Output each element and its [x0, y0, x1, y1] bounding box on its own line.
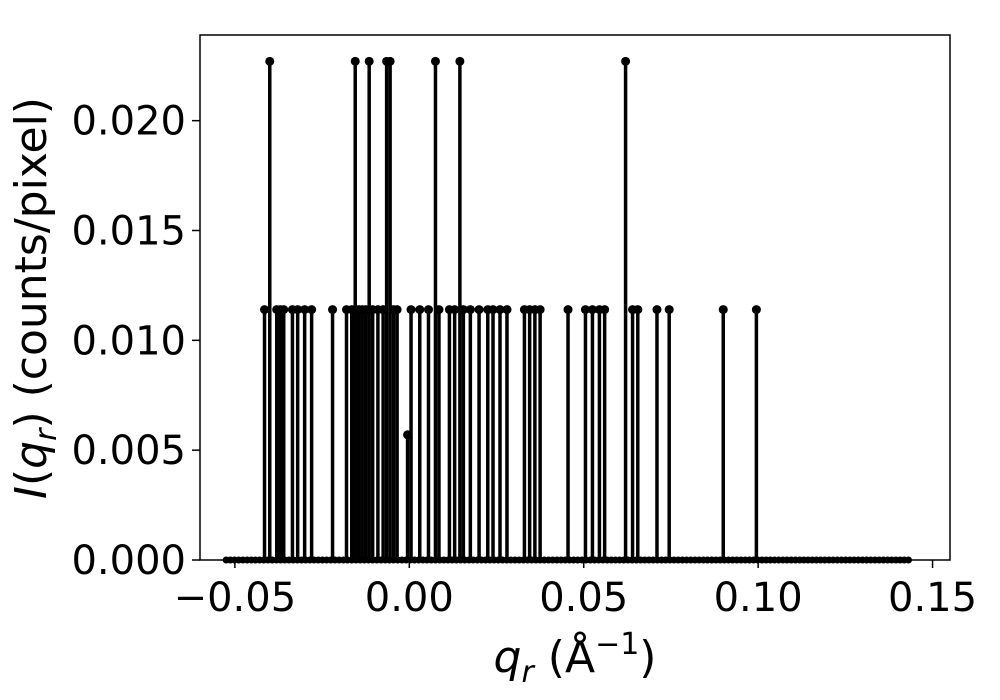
peak-point [423, 305, 433, 315]
y-tick-label: 0.000 [71, 538, 186, 584]
x-axis: −0.05 0.00 0.05 0.10 0.15 [174, 560, 977, 621]
peak-point [664, 305, 674, 315]
peak-point [300, 305, 310, 315]
peak-point [465, 305, 475, 315]
peak-point [718, 305, 728, 315]
peak-point [430, 56, 440, 66]
peak-point [587, 305, 597, 315]
plot-layer [222, 56, 912, 564]
y-tick-label: 0.015 [71, 209, 186, 255]
peak-point [415, 305, 425, 315]
x-tick-label: 0.10 [714, 575, 803, 621]
y-axis-title: I(qr) (counts/pixel) [6, 97, 64, 499]
peak-point [563, 305, 573, 315]
peak-point [392, 305, 402, 315]
peak-point [350, 56, 360, 66]
peak-point [458, 305, 468, 315]
peak-point [293, 305, 303, 315]
peak-point [580, 305, 590, 315]
peak-point [488, 305, 498, 315]
peak-point [633, 305, 643, 315]
x-tick-label: −0.05 [174, 575, 297, 621]
y-tick-label: 0.010 [71, 318, 186, 364]
y-axis: 0.000 0.005 0.010 0.015 0.020 [71, 99, 200, 584]
x-tick-label: 0.05 [539, 575, 628, 621]
peak-point [265, 56, 275, 66]
x-tick-label: 0.15 [888, 575, 977, 621]
peak-point [751, 305, 761, 315]
peak-point [600, 305, 610, 315]
peak-point [535, 305, 545, 315]
peak-point [385, 56, 395, 66]
peak-point [502, 305, 512, 315]
peak-point [307, 305, 317, 315]
peak-point [328, 305, 338, 315]
peak-point [260, 305, 270, 315]
peak-point [364, 56, 374, 66]
peak-point [450, 305, 460, 315]
peak-point [474, 305, 484, 315]
x-tick-label: 0.00 [365, 575, 454, 621]
peak-point [434, 305, 444, 315]
peak-point [621, 56, 631, 66]
peak-point [652, 305, 662, 315]
peak-point [495, 305, 505, 315]
y-tick-label: 0.020 [71, 99, 186, 145]
peak-point [279, 305, 289, 315]
x-axis-title: qr (Å−1) [494, 627, 657, 690]
peak-point [455, 56, 465, 66]
y-tick-label: 0.005 [71, 428, 186, 474]
peak-point [406, 305, 416, 315]
plot-frame [199, 34, 951, 561]
